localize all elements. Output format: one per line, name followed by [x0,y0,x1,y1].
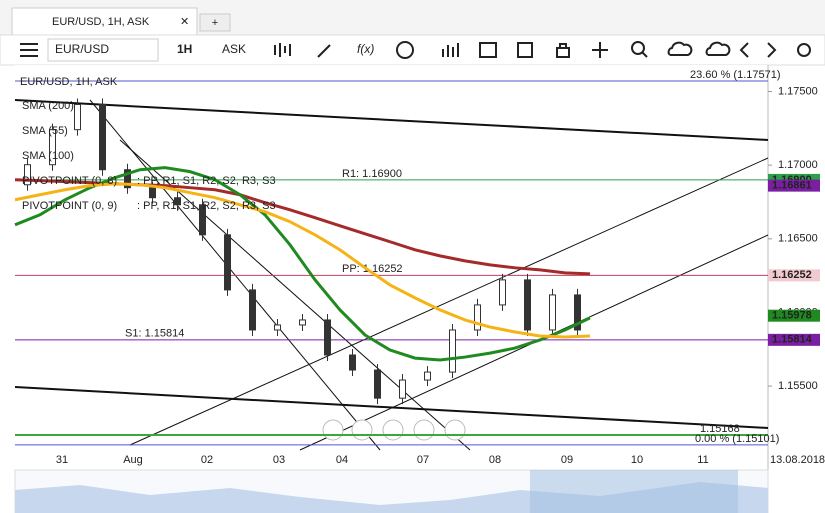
plot: 1.175001.170001.165001.160001.1550031Aug… [14,69,818,466]
date-label: 13.08.2018 [770,454,825,466]
y-tick-label: 1.16500 [778,233,818,245]
candle [224,234,231,291]
legend-title: EUR/USD, 1H, ASK [20,76,118,88]
candle [99,103,106,171]
candle [249,289,256,331]
candle [149,187,156,199]
level-label: 1.15168 [700,423,740,435]
plot-area [15,65,768,445]
add-tab[interactable] [199,13,231,32]
tab-title: EUR/USD, 1H, ASK [52,16,150,28]
candle [124,169,131,189]
legend-entry: SMA (55) [22,125,68,137]
timeframe[interactable]: 1H [177,42,192,56]
price-tag-label: 1.16861 [772,180,812,192]
y-tick-label: 1.17000 [778,159,818,171]
symbol-box[interactable] [47,38,159,62]
candle [349,354,356,371]
y-tick-label: 1.15500 [778,380,818,392]
candle [49,129,56,166]
candle [449,329,456,373]
pivot-legend: PIVOTPOINT (0, 8) [22,175,117,187]
symbol: EUR/USD [55,42,109,56]
candle [199,204,206,236]
level-label: PP: 1.16252 [342,263,403,275]
candle [399,379,406,399]
menu-button[interactable] [20,43,38,57]
x-tick-label: 09 [561,454,573,466]
price-tag [768,269,820,282]
toolbar: EUR/USD 1H ASK f(x) [0,34,825,66]
level-label: 0.00 % (1.15101) [695,433,779,445]
navigator [14,469,769,513]
candle [474,304,481,331]
pivot-legend: PIVOTPOINT (0, 9) [22,200,117,212]
toolbar-icons[interactable] [274,41,811,59]
candle [524,279,531,331]
sma-line [14,166,591,362]
candle [299,319,306,326]
pivot-items: : PP, R1, S1, R2, S2, R3, S3 [137,200,276,212]
x-tick-label: 03 [273,454,285,466]
y-tick-label: 1.17500 [778,85,818,97]
x-tick-label: 10 [631,454,643,466]
x-tick-label: 11 [697,454,708,466]
price-tag [768,333,820,346]
x-tick-label: 31 [56,454,68,466]
level-label: R1: 1.16900 [342,168,402,180]
candle [24,164,31,186]
x-tick-label: 04 [336,454,348,466]
candle [499,279,506,306]
price-tag [768,309,820,322]
price-tag-label: 1.15978 [772,310,812,322]
candle [574,294,581,331]
fx-button[interactable]: f(x) [357,42,374,56]
candle [424,371,431,381]
trend-lines [14,99,769,451]
price-tag [768,179,820,192]
tab-close[interactable]: ✕ [180,16,189,28]
price-tag-label: 1.15814 [772,334,813,346]
legend-entry: SMA (200) [22,100,74,112]
add-tab-label: + [212,17,218,29]
tab[interactable] [11,7,198,36]
candle [274,324,281,331]
side[interactable]: ASK [222,42,246,56]
x-tick-label: 02 [201,454,213,466]
price-tag-label: 1.16252 [772,269,812,281]
x-tick-label: Aug [123,454,143,466]
candle [74,103,81,131]
level-label: 23.60 % (1.17571) [690,69,781,81]
legend-entry: SMA (100) [22,150,74,162]
x-tick-label: 07 [417,454,429,466]
candle [374,369,381,399]
level-label: S1: 1.15814 [125,328,184,340]
candle [324,319,331,356]
sma-line [14,182,591,339]
candle [549,294,556,331]
candle [174,197,181,206]
x-tick-label: 08 [489,454,501,466]
pivot-items: : PP, R1, S1, R2, S2, R3, S3 [137,175,276,187]
